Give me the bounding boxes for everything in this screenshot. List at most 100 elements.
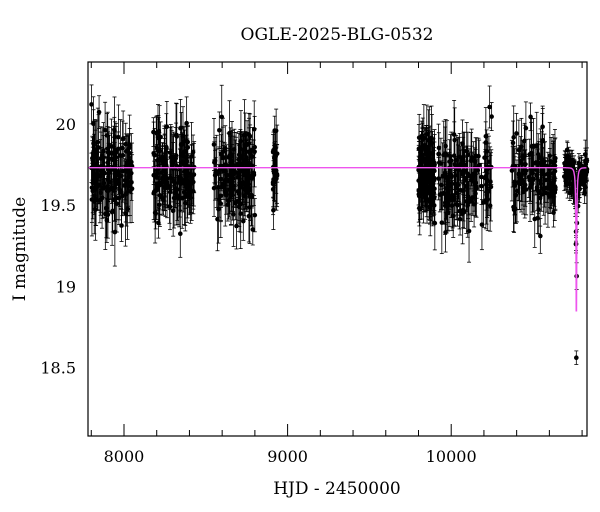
- point-marker: [483, 174, 488, 179]
- point-marker: [509, 168, 515, 173]
- point-marker: [123, 141, 129, 147]
- data-point: [489, 102, 494, 132]
- point-marker: [184, 120, 189, 126]
- data-point: [467, 148, 473, 204]
- point-marker: [105, 146, 111, 151]
- data-point: [184, 96, 189, 150]
- data-point: [484, 129, 489, 174]
- point-marker: [469, 155, 475, 160]
- point-marker: [540, 124, 545, 130]
- point-marker: [251, 170, 257, 176]
- point-marker: [93, 151, 99, 157]
- data-point: [92, 176, 97, 215]
- point-marker: [436, 176, 441, 181]
- point-marker: [482, 155, 487, 160]
- point-marker: [235, 189, 241, 194]
- data-point: [89, 84, 94, 125]
- point-marker: [438, 161, 444, 166]
- point-marker: [223, 177, 229, 183]
- data-point: [457, 202, 463, 236]
- data-point: [476, 139, 482, 191]
- data-point: [157, 163, 163, 227]
- point-marker: [162, 156, 167, 162]
- point-marker: [527, 177, 532, 183]
- data-point: [238, 134, 244, 181]
- data-point: [164, 101, 170, 153]
- data-point: [120, 175, 125, 217]
- data-point: [156, 114, 161, 162]
- point-marker: [122, 183, 127, 188]
- point-marker: [156, 135, 161, 141]
- data-point: [487, 85, 492, 129]
- point-marker: [419, 136, 425, 141]
- point-marker: [432, 220, 438, 226]
- point-marker: [536, 154, 542, 160]
- point-marker: [520, 153, 525, 159]
- point-marker: [91, 141, 96, 146]
- point-marker: [431, 175, 437, 181]
- point-marker: [479, 174, 484, 180]
- point-marker: [546, 182, 552, 188]
- data-point: [436, 132, 442, 164]
- point-marker: [177, 231, 183, 237]
- point-marker: [246, 149, 252, 155]
- point-marker: [445, 191, 450, 197]
- point-marker: [125, 206, 130, 212]
- point-marker: [528, 114, 533, 120]
- point-marker: [450, 213, 456, 219]
- point-marker: [426, 137, 432, 143]
- data-point: [471, 158, 477, 192]
- point-marker: [211, 185, 217, 191]
- point-marker: [175, 194, 181, 200]
- data-point: [509, 139, 515, 202]
- point-marker: [215, 216, 220, 222]
- data-point: [235, 175, 241, 208]
- point-marker: [476, 153, 481, 159]
- point-marker: [459, 157, 465, 163]
- x-tick-label: 8000: [104, 447, 145, 466]
- data-point: [231, 132, 237, 199]
- data-point: [106, 157, 111, 191]
- point-marker: [164, 124, 170, 130]
- data-point: [91, 109, 96, 178]
- point-marker: [511, 135, 516, 140]
- point-marker: [238, 211, 243, 216]
- data-point: [538, 218, 543, 254]
- data-point: [212, 141, 217, 184]
- data-point: [530, 154, 535, 192]
- point-marker: [182, 191, 188, 196]
- point-marker: [445, 210, 451, 216]
- point-marker: [271, 207, 276, 213]
- data-point: [429, 169, 434, 222]
- point-marker: [106, 171, 111, 177]
- point-marker: [241, 218, 246, 224]
- data-point: [231, 181, 236, 247]
- point-marker: [157, 193, 163, 198]
- data-point: [99, 127, 105, 184]
- point-marker: [104, 205, 109, 211]
- point-marker: [517, 175, 522, 180]
- point-marker: [527, 152, 533, 157]
- data-point: [127, 159, 133, 224]
- data-point: [527, 138, 533, 171]
- data-point: [223, 147, 228, 182]
- data-point: [187, 156, 193, 191]
- data-point: [172, 176, 178, 209]
- point-marker: [467, 173, 473, 179]
- point-marker: [250, 227, 256, 232]
- data-point: [419, 131, 425, 165]
- point-marker: [226, 198, 231, 203]
- point-marker: [92, 193, 97, 198]
- data-point: [485, 172, 491, 209]
- point-marker: [510, 140, 516, 146]
- data-point: [542, 141, 548, 190]
- point-marker: [151, 150, 156, 156]
- point-marker: [274, 176, 279, 181]
- data-point: [89, 152, 95, 223]
- point-marker: [212, 160, 217, 165]
- point-marker: [567, 190, 573, 196]
- point-marker: [127, 142, 132, 148]
- point-marker: [160, 179, 165, 184]
- point-marker: [217, 197, 222, 202]
- data-point: [120, 120, 125, 176]
